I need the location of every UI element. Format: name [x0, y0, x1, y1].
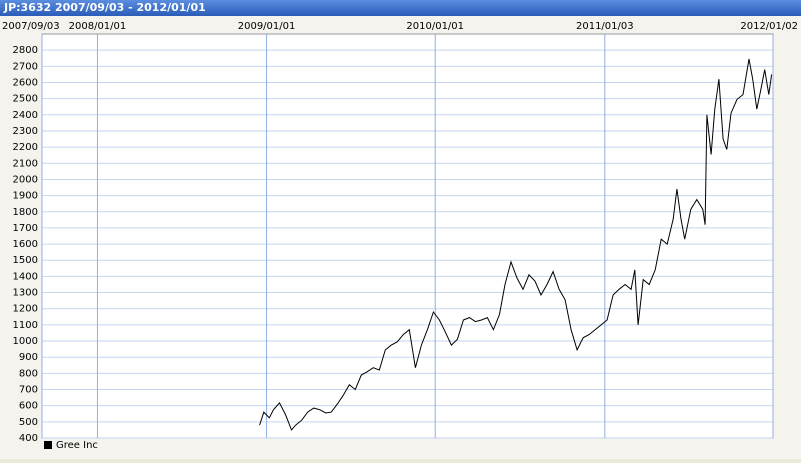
y-tick-label: 2200 [13, 142, 38, 153]
y-tick-label: 2600 [13, 77, 38, 88]
x-tick-label: 2011/01/03 [576, 21, 634, 32]
y-tick-label: 2000 [13, 174, 38, 185]
y-tick-label: 1000 [13, 336, 38, 347]
legend-label: Gree Inc [56, 440, 98, 451]
y-tick-label: 1800 [13, 207, 38, 218]
title-bar [0, 0, 801, 16]
x-tick-label: 2008/01/01 [69, 21, 127, 32]
plot-area [41, 33, 774, 439]
y-tick-label: 400 [19, 433, 38, 444]
y-tick-label: 1700 [13, 223, 38, 234]
y-tick-label: 700 [19, 385, 38, 396]
y-tick-label: 1200 [13, 304, 38, 315]
y-tick-label: 1300 [13, 288, 38, 299]
x-tick-label: 2007/09/03 [2, 21, 60, 32]
chart-title: JP:3632 2007/09/03 - 2012/01/01 [3, 1, 206, 14]
y-tick-label: 900 [19, 352, 38, 363]
y-tick-label: 1500 [13, 255, 38, 266]
y-tick-label: 1400 [13, 271, 38, 282]
y-tick-label: 600 [19, 401, 38, 412]
price-line [259, 58, 773, 431]
y-tick-label: 2500 [13, 94, 38, 105]
y-tick-label: 500 [19, 417, 38, 428]
y-tick-label: 2800 [13, 45, 38, 56]
y-tick-label: 800 [19, 368, 38, 379]
y-tick-label: 2400 [13, 110, 38, 121]
y-tick-label: 1100 [13, 320, 38, 331]
y-tick-label: 2300 [13, 126, 38, 137]
legend-swatch [44, 441, 52, 449]
x-tick-label: 2009/01/01 [238, 21, 296, 32]
y-tick-label: 1600 [13, 239, 38, 250]
y-tick-label: 2100 [13, 158, 38, 169]
x-tick-label: 2010/01/01 [406, 21, 464, 32]
y-tick-label: 2700 [13, 61, 38, 72]
y-tick-label: 1900 [13, 191, 38, 202]
x-tick-label: 2012/01/02 [740, 21, 798, 32]
